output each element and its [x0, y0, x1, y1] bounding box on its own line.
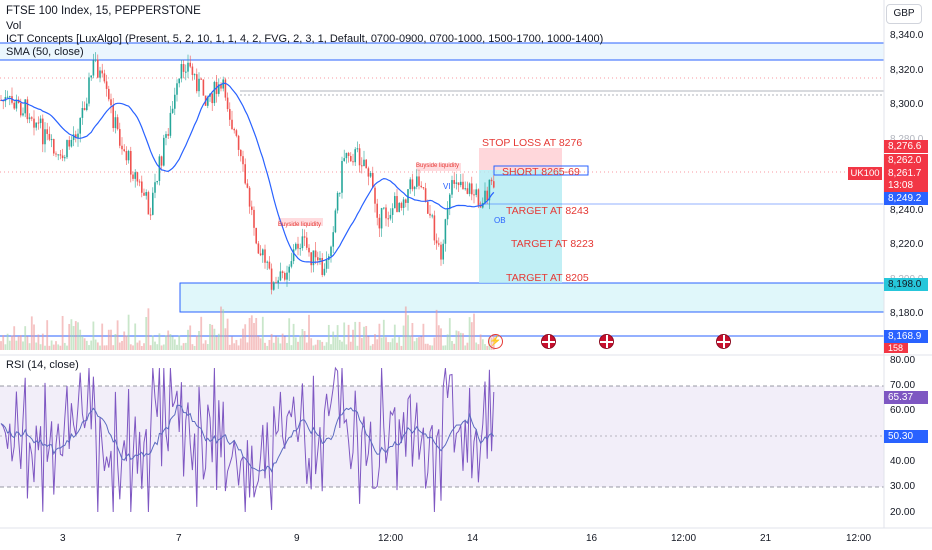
rsi-tick: 80.00 — [890, 355, 916, 366]
target-box — [479, 170, 562, 283]
upper-level-badge: 8,262.0 — [884, 154, 928, 167]
volume-badge: 158 — [884, 343, 908, 353]
target-3-label[interactable]: TARGET AT 8205 — [506, 272, 589, 284]
price-tick: 8,340.0 — [890, 30, 924, 41]
stop-loss-label[interactable]: STOP LOSS AT 8276 — [482, 137, 583, 149]
rsi-line — [0, 366, 495, 513]
buyside-box-2 — [416, 163, 461, 171]
currency-button[interactable]: GBP — [886, 4, 922, 24]
price-candles — [0, 52, 495, 295]
rsi-tick: 20.00 — [890, 507, 916, 518]
time-tick: 12:00 — [846, 533, 872, 544]
price-tick: 8,240.0 — [890, 205, 924, 216]
time-tick: 7 — [176, 533, 182, 544]
short-label[interactable]: SHORT 8265-69 — [502, 166, 580, 178]
vi-label: VI — [443, 182, 451, 191]
lower-level-badge: 8,168.9 — [884, 330, 928, 343]
ob-label: OB — [494, 216, 506, 225]
fvg-level-badge: 8,198.0 — [884, 278, 928, 291]
rsi-ma-line — [0, 404, 495, 473]
premium-zone — [0, 43, 884, 60]
symbol-badge: UK100 — [848, 167, 882, 180]
buyside-box-1 — [278, 218, 323, 226]
rsi-value-badge: 65.37 — [884, 391, 928, 404]
sma-line — [0, 82, 495, 263]
price-tick: 8,280.0 — [890, 134, 923, 145]
short-zone-box — [493, 165, 589, 176]
countdown-badge: 13:08 — [884, 179, 928, 192]
sma-legend[interactable]: SMA (50, close) — [6, 46, 84, 58]
flash-event-icon[interactable]: ⚡ — [488, 334, 503, 349]
target-1-label[interactable]: TARGET AT 8243 — [506, 205, 589, 217]
time-tick: 3 — [60, 533, 66, 544]
vol-legend[interactable]: Vol — [6, 20, 22, 32]
buyside-label-2: Buyside liquidity — [416, 163, 460, 169]
sma-value-badge: 8,249.2 — [884, 192, 928, 205]
buyside-label-1: Buyside liquidity — [278, 222, 322, 228]
time-tick: 9 — [294, 533, 300, 544]
rsi-tick: 40.00 — [890, 456, 916, 467]
price-tick: 8,220.0 — [890, 239, 924, 250]
stop-loss-box — [479, 148, 562, 170]
time-tick: 14 — [467, 533, 479, 544]
uk-flag-icon[interactable] — [599, 334, 614, 349]
price-tick: 8,320.0 — [890, 65, 924, 76]
rsi-legend[interactable]: RSI (14, close) — [6, 359, 79, 371]
time-tick: 21 — [760, 533, 772, 544]
uk-flag-icon[interactable] — [541, 334, 556, 349]
time-tick: 12:00 — [671, 533, 697, 544]
target-2-label[interactable]: TARGET AT 8223 — [511, 238, 594, 250]
uk-flag-icon[interactable] — [716, 334, 731, 349]
fvg-box — [179, 282, 885, 313]
current-price-badge: 8,261.7 — [884, 167, 928, 180]
rsi-tick: 30.00 — [890, 481, 916, 492]
time-tick: 16 — [586, 533, 598, 544]
stop-level-badge: 8,276.6 — [884, 140, 928, 153]
price-tick: 8,300.0 — [890, 99, 924, 110]
rsi-tick: 70.00 — [890, 380, 916, 391]
price-tick: 8,180.0 — [890, 308, 924, 319]
volume-bars — [0, 306, 495, 350]
time-tick: 12:00 — [378, 533, 404, 544]
ict-legend[interactable]: ICT Concepts [LuxAlgo] (Present, 5, 2, 1… — [6, 33, 604, 45]
symbol-title[interactable]: FTSE 100 Index, 15, PEPPERSTONE — [6, 5, 201, 17]
rsi-ma-badge: 50.30 — [884, 430, 928, 443]
rsi-tick: 60.00 — [890, 405, 916, 416]
